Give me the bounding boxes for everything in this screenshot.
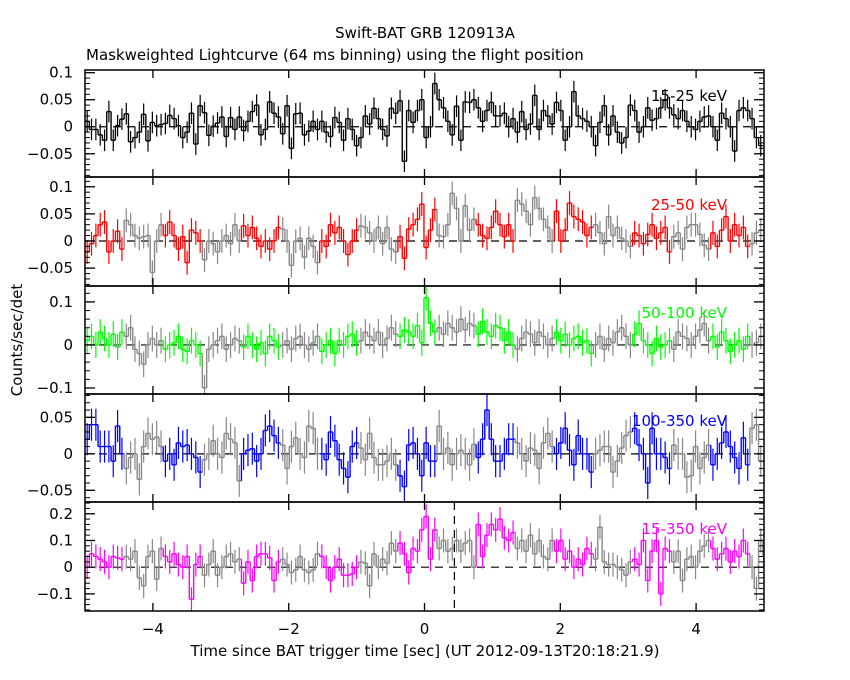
- band-label: 15-350 keV: [641, 520, 727, 538]
- y-tick-label: 0.05: [40, 205, 73, 223]
- chart-title: Swift-BAT GRB 120913A: [335, 24, 515, 42]
- y-tick-label: 0.1: [49, 293, 73, 311]
- y-tick-label: −0.05: [27, 145, 73, 163]
- y-tick-label: 0: [63, 118, 73, 136]
- panels: 0.1 0.05 0 −0.05 15-25 keV 0.1 0.05 0 −0.05 25-50…: [27, 64, 765, 638]
- y-tick-label: 0: [63, 232, 73, 250]
- y-tick-label: 0.05: [40, 91, 73, 109]
- y-tick-label: −0.05: [27, 259, 73, 277]
- y-tick-label: −0.1: [37, 379, 73, 397]
- y-tick-label: −0.05: [27, 481, 73, 499]
- band-label: 15-25 keV: [651, 87, 728, 105]
- band-label: 100-350 keV: [632, 412, 728, 430]
- y-tick-label: 0: [63, 336, 73, 354]
- x-axis-label: Time since BAT trigger time [sec] (UT 20…: [190, 642, 660, 660]
- y-tick-label: 0.1: [49, 531, 73, 549]
- y-axis-label: Counts/sec/det: [8, 284, 26, 397]
- x-tick-label: −4: [142, 620, 164, 638]
- chart-subtitle: Maskweighted Lightcurve (64 ms binning) …: [86, 46, 584, 64]
- y-tick-label: 0.1: [49, 64, 73, 82]
- y-tick-label: −0.1: [37, 585, 73, 603]
- y-tick-label: 0: [63, 558, 73, 576]
- x-tick-label: 4: [691, 620, 701, 638]
- x-tick-label: 2: [556, 620, 566, 638]
- x-tick-label: −2: [278, 620, 300, 638]
- y-tick-label: 0: [63, 445, 73, 463]
- y-tick-label: 0.05: [40, 408, 73, 426]
- x-tick-label: 0: [420, 620, 430, 638]
- y-tick-label: 0.2: [49, 505, 73, 523]
- band-label: 50-100 keV: [641, 304, 727, 322]
- band-label: 25-50 keV: [651, 196, 728, 214]
- y-tick-label: 0.1: [49, 178, 73, 196]
